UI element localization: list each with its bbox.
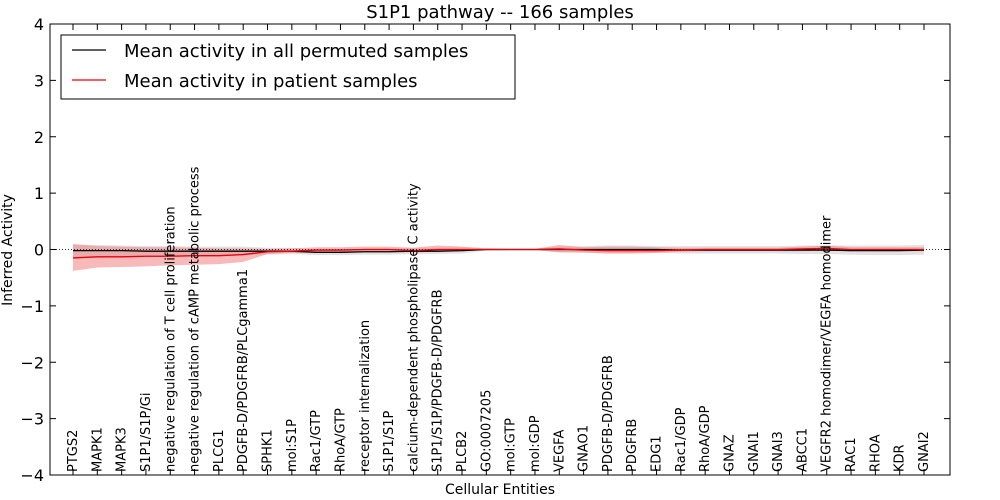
x-tick-label: Rac1/GDP — [674, 407, 689, 472]
x-tick-label: PLCG1 — [212, 429, 227, 472]
y-tick-label: 0 — [34, 241, 44, 260]
x-tick-label: calcium-dependent phospholipase C activi… — [406, 183, 421, 472]
x-tick-label: mol:S1P — [285, 419, 300, 472]
x-tick-label: negative regulation of cAMP metabolic pr… — [188, 166, 203, 472]
y-tick-label: 2 — [34, 128, 44, 147]
x-tick-label: S1P1/S1P/Gi — [139, 393, 154, 472]
x-tick-label: GNAI3 — [771, 431, 786, 472]
x-tick-label: MAPK3 — [115, 427, 130, 472]
x-tick-label: RAC1 — [844, 437, 859, 472]
y-tick-label: −2 — [20, 353, 44, 372]
axis-ticks: −4 −3 −2 −1 0 1 2 3 4 — [20, 15, 950, 485]
x-tick-label: S1P1/S1P/PDGFB-D/PDGFRB — [431, 289, 446, 472]
x-tick-label: RhoA/GTP — [333, 408, 348, 472]
x-tick-label: PTGS2 — [66, 430, 81, 472]
line-series-1 — [72, 247, 924, 259]
x-tick-label: mol:GTP — [504, 418, 519, 472]
x-tick-label: PDGFB-D/PDGFRB/PLCgamma1 — [236, 269, 251, 472]
legend-box — [60, 34, 516, 100]
x-tick-label: ABCC1 — [795, 428, 810, 472]
y-tick-label: −3 — [20, 410, 44, 429]
x-tick-labels: PTGS2 MAPK1 MAPK3 S1P1/S1P/Gi negative regul… — [66, 166, 932, 472]
x-tick-label: Rac1/GTP — [309, 410, 324, 472]
series-lines — [50, 247, 950, 259]
x-tick-label: GO:0007205 — [479, 390, 494, 472]
x-tick-label: GNAI2 — [917, 431, 932, 472]
x-tick-label: VEGFA — [552, 430, 567, 472]
x-tick-label: PDGFB-D/PDGFRB — [601, 355, 616, 472]
y-axis-label: Inferred Activity — [0, 194, 16, 306]
y-tick-label: 1 — [34, 184, 44, 203]
x-tick-label: KDR — [893, 444, 908, 472]
y-tick-label: 4 — [34, 15, 44, 34]
x-tick-label: EDG1 — [650, 435, 665, 472]
x-tick-label: GNAZ — [722, 434, 737, 472]
x-tick-label: RhoA/GDP — [698, 405, 713, 472]
x-tick-label: MAPK1 — [90, 427, 105, 472]
x-tick-label: S1P1/S1P — [382, 410, 397, 472]
x-tick-label: GNAO1 — [577, 425, 592, 472]
x-tick-label: PDGFRB — [625, 419, 640, 472]
x-tick-label: VEGFR2 homodimer/VEGFA homodimer — [820, 215, 835, 472]
x-tick-label: SPHK1 — [261, 429, 276, 472]
y-tick-label: −4 — [20, 466, 44, 485]
legend-label-patient: Mean activity in patient samples — [124, 71, 418, 92]
x-tick-label: mol:GDP — [528, 415, 543, 472]
x-tick-label: GNAI1 — [747, 431, 762, 472]
y-tick-label: −1 — [20, 297, 44, 316]
x-tick-label: RHOA — [868, 434, 883, 472]
legend: Mean activity in all permuted samples Me… — [60, 34, 516, 100]
legend-label-permuted: Mean activity in all permuted samples — [124, 41, 468, 62]
chart-title: S1P1 pathway -- 166 samples — [366, 2, 634, 23]
x-tick-label: PLCB2 — [455, 431, 470, 472]
x-axis-label: Cellular Entities — [445, 482, 555, 498]
y-tick-label: 3 — [34, 71, 44, 90]
plot-frame — [49, 23, 951, 476]
x-tick-label: receptor internalization — [358, 320, 373, 472]
x-tick-label: negative regulation of T cell proliferat… — [163, 206, 178, 472]
